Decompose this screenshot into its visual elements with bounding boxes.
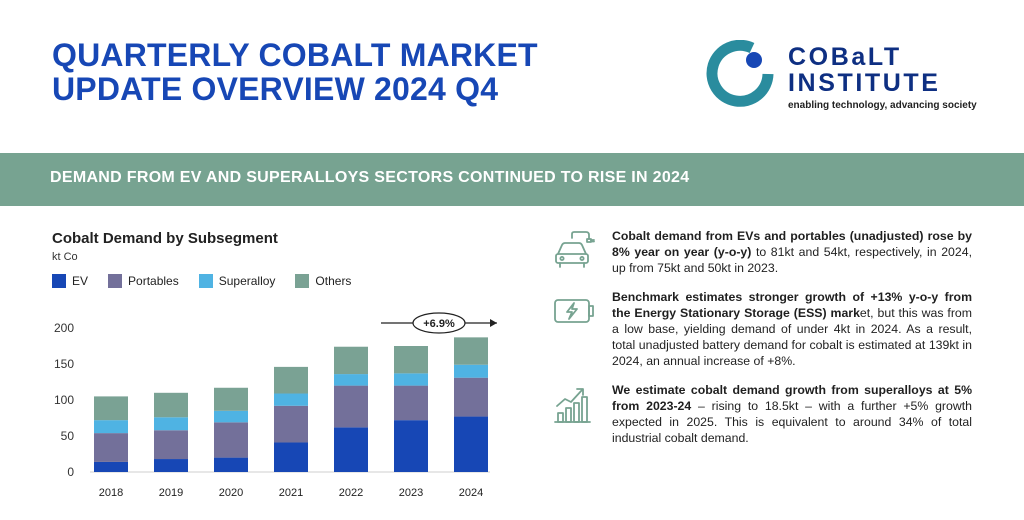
annotation-label: +6.9% <box>423 318 455 330</box>
bar-segment-portables <box>274 405 308 443</box>
finding-ess: Benchmark estimates stronger growth of +… <box>552 289 972 369</box>
cobalt-logo-icon <box>706 40 774 107</box>
bar-segment-ev <box>394 420 428 472</box>
ev-car-icon <box>555 231 595 268</box>
bar-segment-portables <box>454 377 488 417</box>
x-tick-label: 2022 <box>339 487 363 499</box>
key-findings-list: Cobalt demand from EVs and portables (un… <box>552 228 972 446</box>
y-tick-label: 200 <box>54 321 74 335</box>
y-tick-label: 50 <box>61 429 75 443</box>
section-banner: DEMAND FROM EV AND SUPERALLOYS SECTORS C… <box>0 153 1024 206</box>
legend-label-portables: Portables <box>128 274 179 288</box>
bar-segment-ev <box>274 442 308 472</box>
bar-segment-others <box>274 366 308 394</box>
finding-3-bold: We estimate cobalt demand growth from su… <box>612 383 972 413</box>
x-tick-label: 2018 <box>99 487 123 499</box>
finding-2-bold: Benchmark estimates stronger growth of +… <box>612 290 972 320</box>
bar-segment-ev <box>154 459 188 472</box>
bar-segment-portables <box>334 385 368 428</box>
x-tick-label: 2024 <box>459 487 483 499</box>
x-tick-label: 2019 <box>159 487 183 499</box>
bar-segment-others <box>454 337 488 365</box>
finding-1-bold: Cobalt demand from EVs and portables (un… <box>612 229 972 259</box>
bar-segment-superalloy <box>454 364 488 378</box>
bar-segment-portables <box>214 422 248 458</box>
legend-swatch-ev <box>52 274 66 288</box>
bar-segment-ev <box>214 457 248 472</box>
legend-swatch-portables <box>108 274 123 288</box>
bar-segment-portables <box>94 433 128 462</box>
bar-segment-ev <box>94 461 128 472</box>
page-title: QUARTERLY COBALT MARKET UPDATE OVERVIEW … <box>52 38 538 106</box>
legend-swatch-superalloy <box>198 274 213 288</box>
finding-superalloys: We estimate cobalt demand growth from su… <box>552 382 972 446</box>
legend-item-ev: EV <box>52 274 88 288</box>
legend-item-superalloy: Superalloy <box>198 274 276 288</box>
x-tick-label: 2020 <box>219 487 243 499</box>
x-tick-label: 2023 <box>399 487 423 499</box>
y-tick-label: 0 <box>67 465 74 479</box>
legend-item-others: Others <box>295 274 351 288</box>
banner-text: DEMAND FROM EV AND SUPERALLOYS SECTORS C… <box>50 169 690 186</box>
logo-name-line-1: COBaLT <box>788 43 902 71</box>
finding-2-text: et, but this was from a low base, yieldi… <box>612 306 972 368</box>
legend-label-superalloy: Superalloy <box>218 274 276 288</box>
bar-segment-portables <box>154 430 188 460</box>
y-tick-label: 100 <box>54 393 74 407</box>
title-line-1: QUARTERLY COBALT MARKET <box>52 37 538 73</box>
chart-unit: kt Co <box>52 251 78 263</box>
y-tick-label: 150 <box>54 357 74 371</box>
finding-ev-portables: Cobalt demand from EVs and portables (un… <box>552 228 972 276</box>
bar-segment-ev <box>334 427 368 472</box>
bar-segment-superalloy <box>274 393 308 406</box>
annotation-bubble <box>412 312 466 334</box>
x-tick-label: 2021 <box>279 487 303 499</box>
bar-segment-others <box>214 387 248 411</box>
bar-segment-superalloy <box>394 373 428 386</box>
title-line-2: UPDATE OVERVIEW 2024 Q4 <box>52 71 499 107</box>
chart-title: Cobalt Demand by Subsegment <box>52 230 278 247</box>
bar-segment-others <box>94 396 128 421</box>
bar-segment-portables <box>394 385 428 421</box>
bar-segment-superalloy <box>94 420 128 434</box>
legend-item-portables: Portables <box>108 274 179 288</box>
legend-label-ev: EV <box>72 274 89 288</box>
growth-chart-icon <box>554 388 591 423</box>
annotation-arrow-head <box>490 319 497 327</box>
bar-segment-superalloy <box>334 374 368 386</box>
logo-tagline: enabling technology, advancing society <box>788 100 977 111</box>
cobalt-institute-logo: COBaLT INSTITUTE enabling technology, ad… <box>706 40 977 120</box>
bar-segment-others <box>394 346 428 374</box>
cobalt-demand-chart: 0 50 100 150 200 2018 2019 2020 2021 2022 2023 2024… <box>54 312 497 499</box>
bar-segment-others <box>334 346 368 375</box>
legend-label-others: Others <box>315 274 352 288</box>
chart-legend: EV Portables Superalloy Others <box>52 274 351 288</box>
logo-name-line-2: INSTITUTE <box>788 69 941 97</box>
battery-charging-icon <box>554 299 594 323</box>
bar-segment-superalloy <box>154 417 188 431</box>
bar-segment-ev <box>454 416 488 472</box>
finding-3-text: – rising to 18.5kt – with a further +5% … <box>612 399 973 445</box>
legend-swatch-others <box>295 274 310 288</box>
bar-segment-others <box>154 392 188 418</box>
finding-1-text: to 81kt and 54kt, respectively, in 2024,… <box>612 245 972 275</box>
bar-segment-superalloy <box>214 410 248 423</box>
